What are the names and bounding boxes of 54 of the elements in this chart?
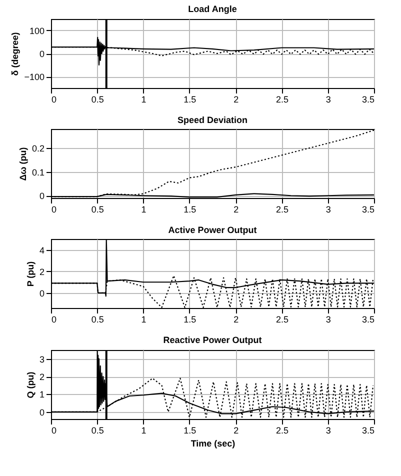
x-tick-label: 0.5 bbox=[91, 204, 104, 214]
y-tick-label: 0.2 bbox=[32, 144, 44, 154]
x-tick-label: 1 bbox=[141, 204, 146, 214]
x-tick-label: 0 bbox=[52, 426, 57, 436]
x-tick-label: 0 bbox=[52, 94, 57, 104]
x-tick-label: 3 bbox=[326, 204, 331, 214]
x-tick-label: 1 bbox=[141, 94, 146, 104]
x-tick-label: 3 bbox=[326, 426, 331, 436]
x-tick-label: 1 bbox=[141, 426, 146, 436]
y-tick-label: 3 bbox=[39, 354, 44, 364]
chart-title: Speed Deviation bbox=[177, 115, 248, 125]
y-axis-title: Δω (pu) bbox=[18, 147, 28, 181]
x-tick-label: 2 bbox=[234, 94, 239, 104]
x-tick-label: 3.5 bbox=[362, 204, 374, 214]
y-tick-label: 100 bbox=[29, 26, 44, 36]
y-tick-label: 0.1 bbox=[32, 167, 44, 178]
x-tick-label: 3 bbox=[326, 94, 331, 104]
chart-title: Load Angle bbox=[188, 4, 237, 14]
y-tick-label: 2 bbox=[39, 372, 44, 382]
y-tick-label: 1 bbox=[39, 390, 44, 400]
x-tick-label: 2.5 bbox=[276, 94, 288, 104]
y-tick-label: 2 bbox=[39, 266, 44, 277]
x-axis-title: Time (sec) bbox=[190, 438, 236, 448]
x-tick-label: 2.5 bbox=[276, 204, 288, 214]
x-tick-label: 1.5 bbox=[184, 94, 196, 104]
x-tick-label: 0 bbox=[52, 314, 57, 324]
x-tick-label: 3.5 bbox=[362, 314, 374, 324]
x-tick-label: 1.5 bbox=[184, 314, 196, 324]
y-axis-title: δ (degree) bbox=[10, 32, 20, 76]
x-tick-label: 3.5 bbox=[362, 426, 374, 436]
x-tick-label: 0.5 bbox=[91, 314, 104, 324]
y-tick-label: 0 bbox=[39, 49, 44, 59]
y-tick-label: 0 bbox=[39, 191, 44, 202]
y-axis-title: P (pu) bbox=[25, 261, 36, 287]
y-tick-label: 0 bbox=[39, 288, 44, 298]
x-tick-label: 2 bbox=[234, 426, 239, 436]
x-tick-label: 2.5 bbox=[276, 314, 288, 324]
x-tick-label: 3 bbox=[326, 314, 331, 324]
x-tick-label: 0.5 bbox=[91, 426, 104, 436]
x-tick-label: 1.5 bbox=[184, 204, 196, 214]
x-tick-label: 2 bbox=[234, 314, 239, 324]
x-tick-label: 3.5 bbox=[362, 94, 374, 104]
x-tick-label: 1 bbox=[141, 314, 146, 324]
x-tick-label: 0 bbox=[52, 204, 57, 214]
x-tick-label: 0.5 bbox=[91, 94, 104, 104]
y-tick-label: −100 bbox=[24, 72, 44, 82]
y-tick-label: 4 bbox=[39, 245, 44, 256]
y-axis-title: Q (pu) bbox=[25, 372, 36, 398]
x-tick-label: 2 bbox=[234, 204, 239, 214]
x-tick-label: 1.5 bbox=[184, 426, 196, 436]
y-tick-label: 0 bbox=[39, 407, 44, 418]
chart-title: Reactive Power Output bbox=[163, 335, 262, 345]
x-tick-label: 2.5 bbox=[276, 426, 288, 436]
chart-title: Active Power Output bbox=[168, 225, 257, 235]
